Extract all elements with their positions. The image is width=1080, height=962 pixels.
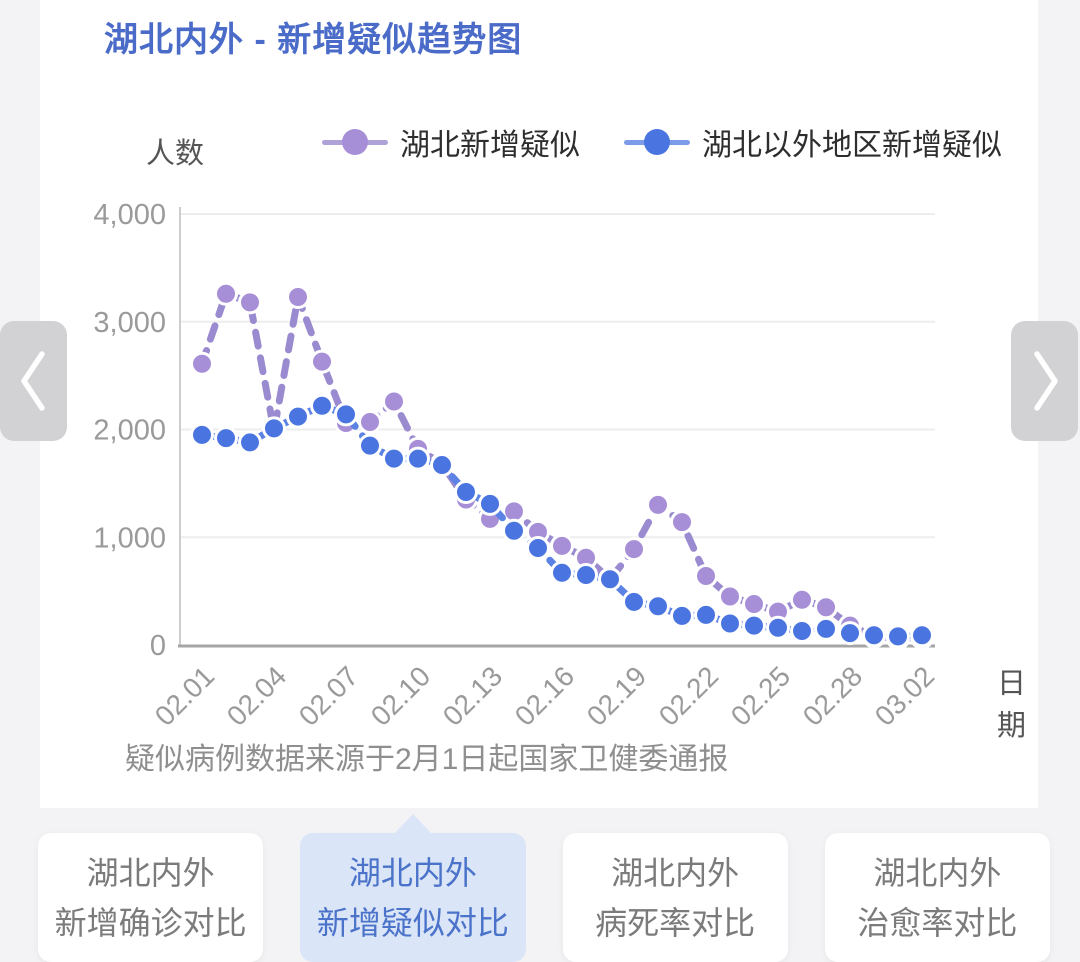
legend-label-hubei: 湖北新增疑似 <box>400 129 580 162</box>
svg-text:02.10: 02.10 <box>365 660 436 731</box>
svg-text:2,000: 2,000 <box>93 415 166 447</box>
svg-text:02.13: 02.13 <box>437 660 508 731</box>
legend-item-hubei: 湖北新增疑似 <box>322 120 580 164</box>
svg-text:03.02: 03.02 <box>869 660 940 731</box>
svg-text:02.28: 02.28 <box>797 660 868 731</box>
legend-label-outside-hubei: 湖北以外地区新增疑似 <box>702 129 1002 162</box>
tab-label-line: 湖北内外 <box>86 854 215 891</box>
svg-text:02.16: 02.16 <box>509 660 580 731</box>
svg-text:3,000: 3,000 <box>93 307 166 339</box>
svg-text:0: 0 <box>150 630 166 662</box>
tab-label-line: 湖北内外 <box>873 854 1002 891</box>
y-axis-title: 人数 <box>146 138 205 170</box>
svg-text:4,000: 4,000 <box>93 199 166 231</box>
svg-text:02.25: 02.25 <box>725 660 796 731</box>
blue-series-marker-icon <box>624 129 690 155</box>
tab-fatality-rate-comparison[interactable]: 湖北内外 病死率对比 <box>562 833 788 962</box>
tab-label-line: 湖北内外 <box>348 854 477 891</box>
next-chart-button[interactable] <box>1011 321 1078 441</box>
svg-text:02.22: 02.22 <box>653 660 724 731</box>
svg-text:02.19: 02.19 <box>581 660 652 731</box>
tab-label-line: 湖北内外 <box>611 854 740 891</box>
svg-text:02.04: 02.04 <box>221 660 292 731</box>
legend-item-outside-hubei: 湖北以外地区新增疑似 <box>624 120 1002 164</box>
svg-text:02.07: 02.07 <box>293 660 364 731</box>
data-source-note: 疑似病例数据来源于2月1日起国家卫健委通报 <box>125 743 729 776</box>
tab-new-suspected-comparison[interactable]: 湖北内外 新增疑似对比 <box>300 833 526 962</box>
chevron-left-icon <box>20 351 45 411</box>
page-title: 湖北内外 - 新增疑似趋势图 <box>104 21 523 59</box>
tab-label-line: 治愈率对比 <box>857 904 1018 941</box>
purple-series-marker-icon <box>322 129 388 155</box>
tab-label-line: 病死率对比 <box>595 904 756 941</box>
prev-chart-button[interactable] <box>0 321 67 441</box>
tab-label-line: 新增确诊对比 <box>54 904 247 941</box>
svg-text:1,000: 1,000 <box>93 522 166 554</box>
tab-cure-rate-comparison[interactable]: 湖北内外 治愈率对比 <box>824 833 1050 962</box>
chart-legend: 湖北新增疑似 湖北以外地区新增疑似 <box>322 120 1002 164</box>
svg-text:02.01: 02.01 <box>149 660 220 731</box>
x-axis-title: 日期 <box>997 668 1027 742</box>
chart-card: 湖北内外 - 新增疑似趋势图 湖北新增疑似 湖北以外地区新增疑似 人数 日期 疑… <box>40 0 1038 808</box>
tab-new-confirmed-comparison[interactable]: 湖北内外 新增确诊对比 <box>38 833 264 962</box>
chart-selector-tabs: 湖北内外 新增确诊对比 湖北内外 新增疑似对比 湖北内外 病死率对比 湖北内外 … <box>38 833 1050 962</box>
tab-label-line: 新增疑似对比 <box>316 904 509 941</box>
chevron-right-icon <box>1033 351 1058 411</box>
